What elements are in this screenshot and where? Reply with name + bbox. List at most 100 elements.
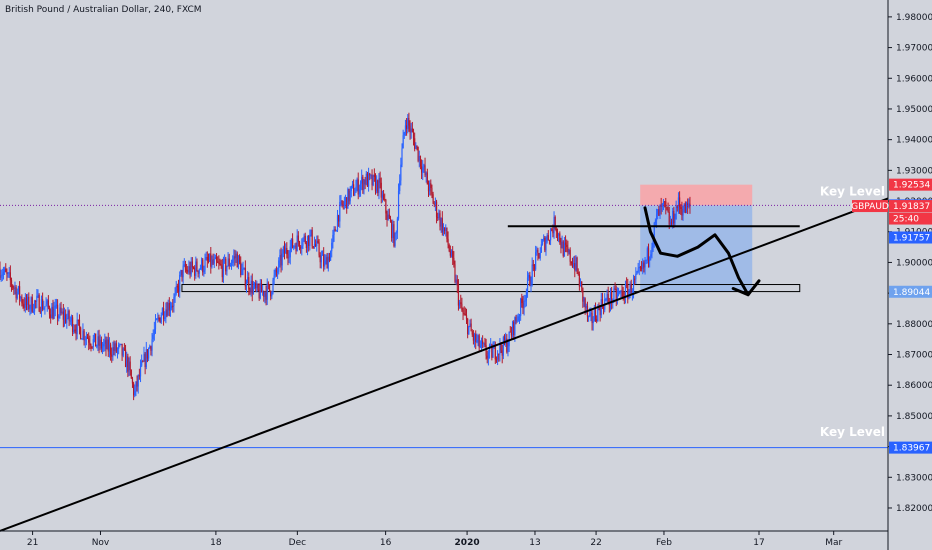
candle-body [303, 235, 305, 239]
candle-body [513, 321, 515, 336]
price-axis[interactable]: 1.820001.830001.840001.850001.860001.870… [887, 0, 932, 550]
candle-body [105, 340, 107, 349]
candle-body [266, 283, 268, 300]
candle-body [438, 213, 440, 218]
candle-body [400, 164, 402, 181]
support-box[interactable] [181, 284, 801, 293]
candle-body [294, 245, 296, 247]
candle-body [533, 264, 536, 270]
candle-body [483, 343, 485, 345]
price-tick-label: 1.94000 [896, 136, 932, 146]
candle-body [521, 298, 523, 304]
time-tick-label: Dec [289, 538, 306, 548]
candle-body [205, 256, 207, 260]
candle-body [478, 335, 480, 348]
candle-body [657, 209, 659, 215]
candle-body [12, 285, 14, 288]
candle-body [273, 275, 275, 280]
candle-body [530, 284, 532, 286]
position-tool[interactable] [640, 184, 753, 292]
time-axis[interactable]: 21 Nov 18 Dec 16 2020 13 22 Feb 17 Mar [0, 530, 888, 548]
candle-body [126, 356, 128, 368]
candle-body [226, 265, 228, 272]
candle-body [304, 235, 306, 243]
candle-body [225, 258, 227, 272]
candle-body [456, 279, 458, 286]
candle-body [490, 344, 492, 346]
candle-body [575, 257, 577, 271]
candle-body [344, 197, 347, 202]
forecast-arrow-path[interactable] [643, 206, 750, 297]
candle-body [667, 209, 669, 212]
candle-body [594, 309, 597, 320]
candle-body [235, 253, 237, 259]
lower-key-tag-background [889, 441, 932, 454]
candle-body [367, 173, 370, 187]
candle-body [613, 288, 615, 301]
candle-body [45, 304, 47, 307]
candle-body [39, 311, 41, 313]
candle-body [143, 354, 145, 362]
candle-body [627, 285, 629, 299]
candle-body [52, 306, 54, 319]
candle-body [673, 210, 675, 224]
candle-body [480, 340, 483, 346]
forecast-arrow-head[interactable] [731, 279, 761, 297]
candle-body [230, 262, 233, 265]
candle-body [596, 319, 598, 322]
candle-body [473, 334, 476, 341]
candle-body [563, 242, 566, 256]
candle-body [425, 172, 427, 176]
candle-body [592, 320, 594, 324]
candle-body [152, 334, 154, 340]
candle-body [538, 253, 540, 259]
candle-body [365, 173, 367, 185]
price-tick-label: 1.97000 [896, 44, 932, 54]
candle-body [259, 283, 261, 299]
candle-body [499, 343, 501, 355]
candle-body [659, 205, 661, 216]
candle-body [2, 272, 5, 275]
candle-body [549, 229, 552, 241]
candle-body [287, 254, 289, 259]
candle-body [629, 284, 631, 292]
candle-body [217, 261, 219, 263]
candle-body [113, 347, 115, 351]
candle-body [683, 203, 685, 212]
candle-body [429, 183, 431, 192]
drawings[interactable] [0, 192, 902, 532]
candle-body [93, 333, 96, 340]
candle-body [108, 344, 111, 352]
candle-body [355, 186, 357, 193]
support-zone[interactable] [181, 284, 801, 293]
plot-area[interactable] [0, 112, 902, 532]
candle-body [597, 306, 599, 322]
candle-body [464, 313, 466, 316]
candle-body [30, 297, 32, 308]
candle-body [262, 290, 264, 293]
candle-body [393, 224, 395, 246]
time-tick-label: Mar [825, 538, 842, 548]
price-tick-label: 1.83000 [896, 473, 932, 483]
candle-body [593, 309, 595, 321]
candle-body [457, 285, 460, 306]
candle-body [431, 188, 433, 195]
candle-body [275, 269, 278, 273]
ascending-trendline[interactable] [0, 192, 902, 532]
candle-body [676, 206, 678, 209]
candle-body [357, 179, 359, 195]
candle-body [362, 176, 364, 191]
candle-body [411, 128, 413, 132]
candle-body [252, 286, 255, 294]
stop-loss-zone[interactable] [640, 184, 753, 206]
candle-body [84, 339, 86, 341]
candle-body [220, 264, 222, 266]
candle-body [192, 267, 195, 269]
candle-body [227, 258, 229, 266]
candle-body [419, 155, 422, 167]
candle-body [244, 267, 246, 287]
candle-body [655, 214, 658, 221]
candle-body [353, 184, 355, 196]
candle-body [23, 304, 25, 308]
